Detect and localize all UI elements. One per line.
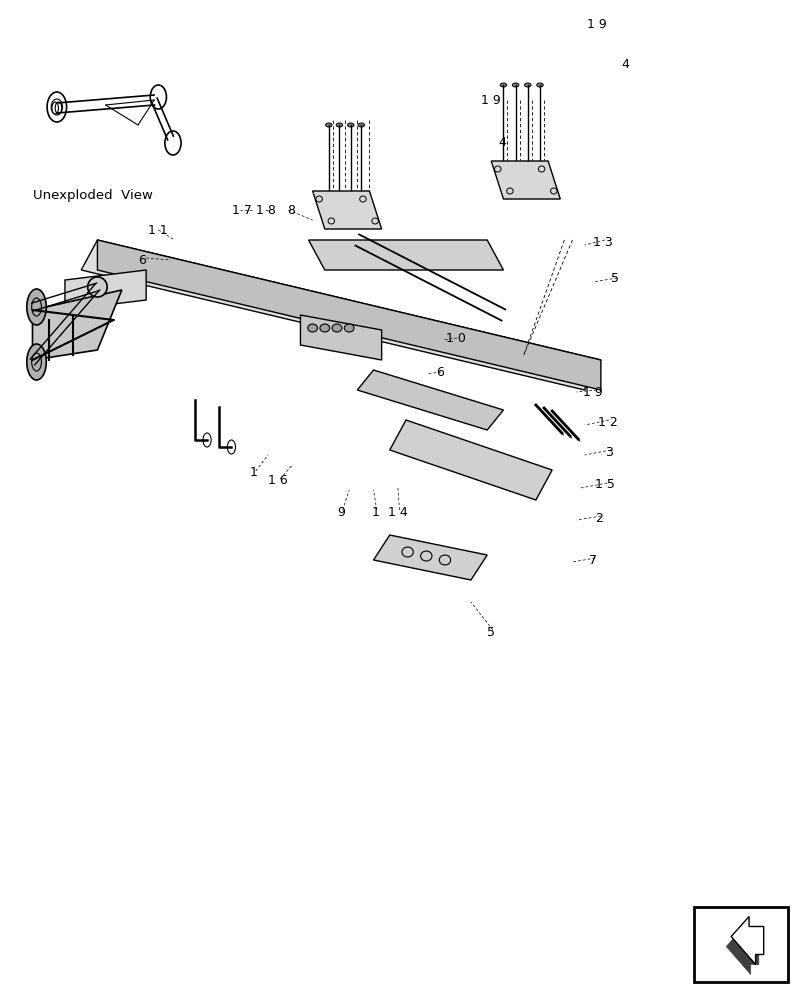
Polygon shape xyxy=(65,270,146,310)
Text: 1: 1 xyxy=(371,506,379,518)
Text: 5: 5 xyxy=(611,271,619,284)
Text: 4: 4 xyxy=(620,58,629,72)
Polygon shape xyxy=(308,240,503,270)
Polygon shape xyxy=(32,290,122,360)
Polygon shape xyxy=(312,191,381,229)
Ellipse shape xyxy=(500,83,506,87)
Polygon shape xyxy=(730,916,762,964)
Polygon shape xyxy=(357,370,503,430)
Text: 1: 1 xyxy=(249,466,257,479)
Ellipse shape xyxy=(307,324,317,332)
Text: 1 9: 1 9 xyxy=(481,94,500,106)
Text: 1 9: 1 9 xyxy=(586,18,606,31)
Ellipse shape xyxy=(332,324,341,332)
Polygon shape xyxy=(300,315,381,360)
Ellipse shape xyxy=(320,324,329,332)
Ellipse shape xyxy=(512,83,518,87)
Bar xyxy=(693,907,787,982)
Text: 8: 8 xyxy=(286,204,294,217)
Text: 2: 2 xyxy=(594,512,603,524)
Ellipse shape xyxy=(336,123,342,127)
Text: 1 7: 1 7 xyxy=(232,204,251,217)
Text: 4: 4 xyxy=(497,135,505,148)
Text: 6: 6 xyxy=(138,253,146,266)
Polygon shape xyxy=(389,420,551,500)
Text: 1 0: 1 0 xyxy=(446,332,466,344)
Text: 3: 3 xyxy=(604,446,612,458)
Ellipse shape xyxy=(88,277,107,297)
Text: 7: 7 xyxy=(588,554,596,566)
Text: 5: 5 xyxy=(487,626,495,639)
Text: 1 8: 1 8 xyxy=(256,204,276,217)
Text: 9: 9 xyxy=(337,506,345,518)
Text: Unexploded  View: Unexploded View xyxy=(33,188,153,202)
Text: 1 6: 1 6 xyxy=(268,474,287,487)
Ellipse shape xyxy=(347,123,354,127)
Polygon shape xyxy=(373,535,487,580)
Ellipse shape xyxy=(358,123,364,127)
Text: 1 3: 1 3 xyxy=(592,235,611,248)
Ellipse shape xyxy=(524,83,530,87)
Text: 1 9: 1 9 xyxy=(582,385,602,398)
Text: 1 4: 1 4 xyxy=(388,506,407,518)
Ellipse shape xyxy=(27,289,46,325)
Ellipse shape xyxy=(27,344,46,380)
Text: 1 2: 1 2 xyxy=(597,416,616,428)
Polygon shape xyxy=(725,926,757,974)
Ellipse shape xyxy=(536,83,543,87)
Text: 6: 6 xyxy=(436,365,444,378)
Ellipse shape xyxy=(344,324,354,332)
Polygon shape xyxy=(491,161,560,199)
Polygon shape xyxy=(97,240,600,390)
Polygon shape xyxy=(81,240,600,390)
Text: 1 1: 1 1 xyxy=(148,224,168,236)
Ellipse shape xyxy=(325,123,332,127)
Text: 1 5: 1 5 xyxy=(594,479,614,491)
